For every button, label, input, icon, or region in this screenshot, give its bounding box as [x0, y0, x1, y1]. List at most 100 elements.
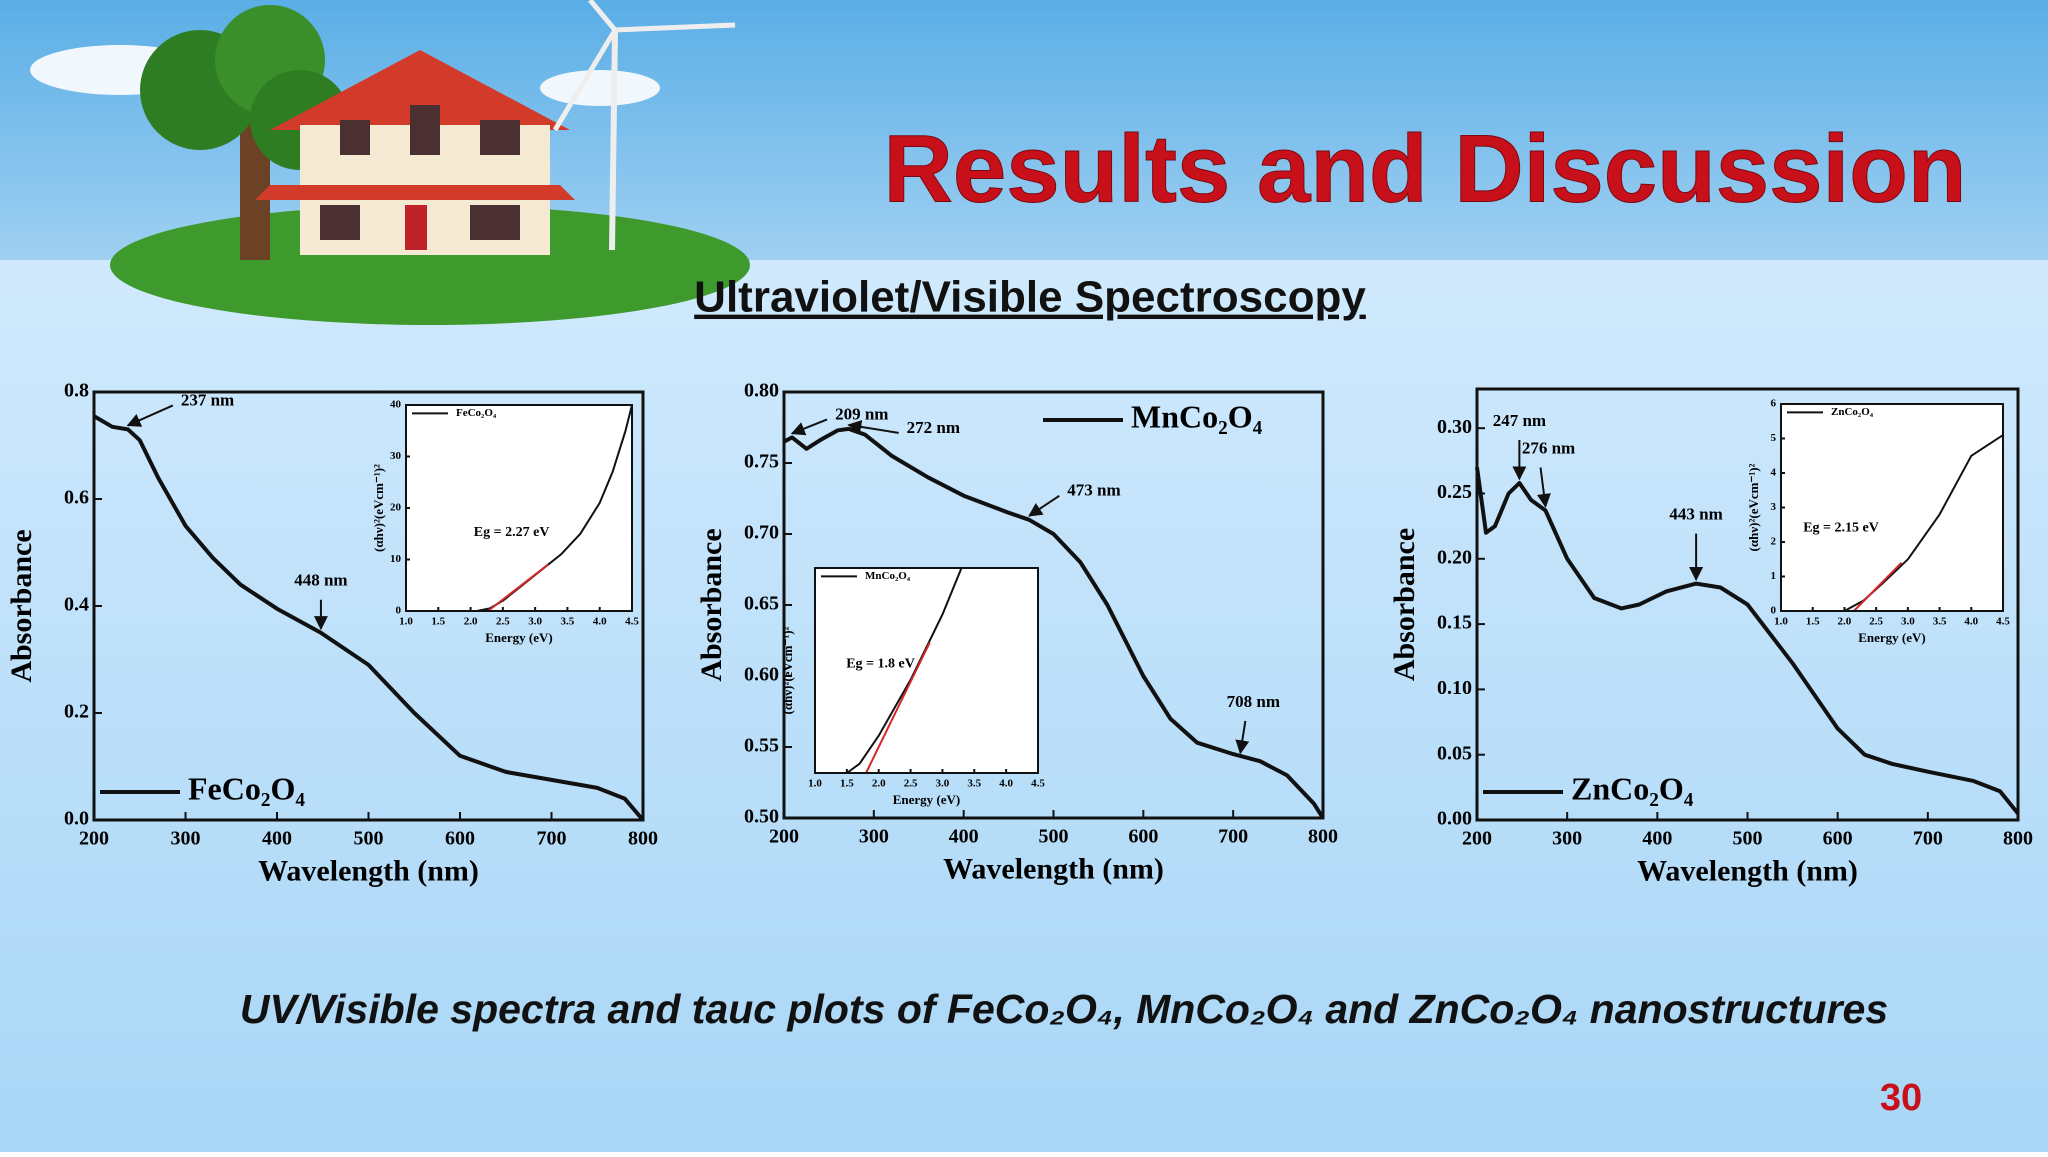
y-tick-label: 20 — [390, 502, 402, 514]
x-tick-label: 500 — [1039, 826, 1069, 848]
x-tick-label: 800 — [1308, 826, 1338, 848]
x-tick-label: 700 — [537, 828, 567, 850]
x-tick-label: 2.0 — [464, 616, 478, 628]
annotation-text: 237 nm — [181, 390, 234, 409]
page-number: 30 — [1880, 1077, 1922, 1119]
y-tick-label: 0.75 — [744, 451, 779, 473]
inset-background — [815, 568, 1038, 773]
x-tick-label: 1.5 — [840, 778, 854, 790]
caption: UV/Visible spectra and tauc plots of FeC… — [240, 986, 1888, 1032]
x-tick-label: 1.5 — [1806, 616, 1820, 628]
x-tick-label: 1.0 — [399, 616, 413, 628]
x-tick-label: 300 — [859, 826, 889, 848]
annotation-arrow — [1536, 467, 1551, 508]
annotation-text: 247 nm — [1493, 411, 1546, 430]
y-tick-label: 30 — [390, 450, 402, 462]
y-tick-label: 2 — [1771, 536, 1777, 548]
data-line — [865, 642, 931, 774]
x-tick-label: 600 — [445, 828, 475, 850]
x-axis-label: Energy (eV) — [485, 630, 553, 645]
y-axis-label: Absorbance — [695, 528, 728, 681]
annotation-text: 209 nm — [835, 404, 888, 423]
y-tick-label: 10 — [390, 553, 402, 565]
y-axis-label: (αhν)²(eVcm⁻¹)² — [780, 626, 795, 714]
house-illustration — [30, 0, 750, 325]
annotation-text: 272 nm — [907, 418, 960, 437]
x-tick-label: 600 — [1128, 826, 1158, 848]
x-tick-label: 4.5 — [625, 616, 639, 628]
y-tick-label: 0.25 — [1437, 481, 1472, 503]
y-tick-label: 0.65 — [744, 593, 779, 615]
annotation-arrow — [1028, 494, 1060, 517]
x-tick-label: 300 — [1552, 828, 1582, 850]
data-line — [783, 426, 1325, 820]
y-axis-label: (αhν)²(eVcm⁻¹)² — [371, 464, 386, 552]
annotation-arrow — [126, 404, 174, 427]
x-tick-label: 2.5 — [496, 616, 510, 628]
legend-label: FeCo₂O₄ — [456, 407, 497, 419]
y-tick-label: 0.8 — [64, 380, 89, 402]
annotation-arrow — [1235, 720, 1250, 755]
x-tick-label: 2.0 — [872, 778, 886, 790]
data-line — [1853, 561, 1903, 612]
x-tick-label: 500 — [1733, 828, 1763, 850]
y-tick-label: 0.50 — [744, 806, 779, 828]
y-tick-label: 0.30 — [1437, 416, 1472, 438]
x-tick-label: 400 — [949, 826, 979, 848]
y-axis-label: (αhν)²(eVcm⁻¹)² — [1746, 463, 1761, 551]
x-tick-label: 400 — [1642, 828, 1672, 850]
legend-label: ZnCo₂O₄ — [1571, 770, 1694, 806]
data-line — [1475, 467, 2020, 815]
x-tick-label: 4.0 — [1964, 616, 1978, 628]
y-tick-label: 0.4 — [64, 594, 89, 616]
plot-frame — [1475, 387, 2020, 822]
x-tick-label: 3.5 — [1933, 616, 1947, 628]
x-tick-label: 3.0 — [1901, 616, 1915, 628]
y-tick-label: 40 — [390, 399, 402, 411]
annotation-text: 276 nm — [1522, 438, 1575, 457]
y-tick-label: 0.60 — [744, 664, 779, 686]
y-tick-label: 0.2 — [64, 701, 89, 723]
x-tick-label: 3.5 — [561, 616, 575, 628]
y-tick-label: 0.15 — [1437, 612, 1472, 634]
slide-title: Results and Discussion — [884, 115, 1967, 222]
slide-subtitle: Ultraviolet/Visible Spectroscopy — [694, 273, 1366, 322]
x-tick-label: 700 — [1218, 826, 1248, 848]
y-tick-label: 0.55 — [744, 735, 779, 757]
band-gap-label: Eg = 1.8 eV — [846, 657, 915, 672]
x-tick-label: 3.0 — [936, 778, 950, 790]
plot-frame — [405, 404, 633, 612]
annotation-arrow — [847, 419, 899, 434]
y-tick-label: 4 — [1771, 467, 1777, 479]
inset-background — [406, 405, 632, 611]
annotation-text: 708 nm — [1227, 692, 1280, 711]
annotation-text: 448 nm — [294, 571, 347, 590]
x-tick-label: 200 — [1462, 828, 1492, 850]
legend-label: ZnCo₂O₄ — [1831, 406, 1874, 418]
data-line — [846, 567, 963, 774]
x-tick-label: 300 — [171, 828, 201, 850]
plot-frame — [1780, 403, 2004, 612]
data-line — [487, 563, 549, 612]
y-tick-label: 0 — [396, 605, 402, 617]
y-tick-label: 0.10 — [1437, 677, 1472, 699]
x-tick-label: 4.0 — [999, 778, 1013, 790]
y-tick-label: 0.6 — [64, 487, 89, 509]
x-axis-label: Wavelength (nm) — [258, 854, 479, 887]
plot-frame — [782, 390, 1325, 820]
annotation-arrow — [790, 418, 828, 436]
x-tick-label: 2.5 — [1869, 616, 1883, 628]
y-tick-label: 0.70 — [744, 522, 779, 544]
band-gap-label: Eg = 2.27 eV — [474, 525, 550, 540]
annotation-text: 473 nm — [1067, 481, 1120, 500]
x-tick-label: 3.5 — [967, 778, 981, 790]
inset-background — [1781, 404, 2003, 611]
x-tick-label: 2.5 — [904, 778, 918, 790]
plot-frame — [92, 390, 645, 822]
band-gap-label: Eg = 2.15 eV — [1803, 520, 1879, 535]
x-tick-label: 4.5 — [1031, 778, 1045, 790]
legend-label: FeCo₂O₄ — [188, 770, 305, 806]
x-tick-label: 800 — [628, 828, 658, 850]
x-tick-label: 4.5 — [1996, 616, 2010, 628]
